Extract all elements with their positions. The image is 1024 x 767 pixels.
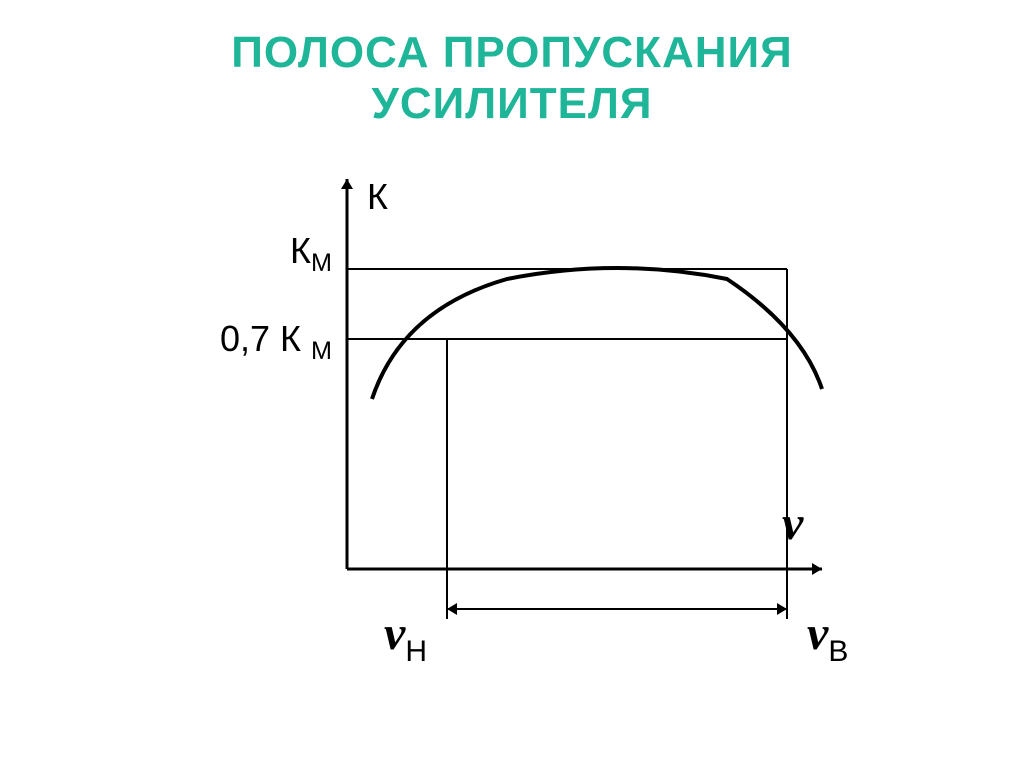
title-line-1: ПОЛОСА ПРОПУСКАНИЯ (0, 28, 1024, 79)
y-axis-label: К (367, 176, 388, 217)
nu-low-label: νН (384, 607, 427, 668)
level-07km-label: 0,7 К М (220, 318, 332, 365)
page-title: ПОЛОСА ПРОПУСКАНИЯ УСИЛИТЕЛЯ (0, 0, 1024, 129)
nu-high-label: νВ (807, 607, 848, 668)
bandwidth-diagram: К КМ 0,7 К М ν νН νВ (122, 139, 902, 699)
x-axis-label: ν (782, 497, 804, 550)
diagram-container: К КМ 0,7 К М ν νН νВ (0, 139, 1024, 699)
title-line-2: УСИЛИТЕЛЯ (0, 79, 1024, 130)
km-label: КМ (290, 230, 332, 277)
